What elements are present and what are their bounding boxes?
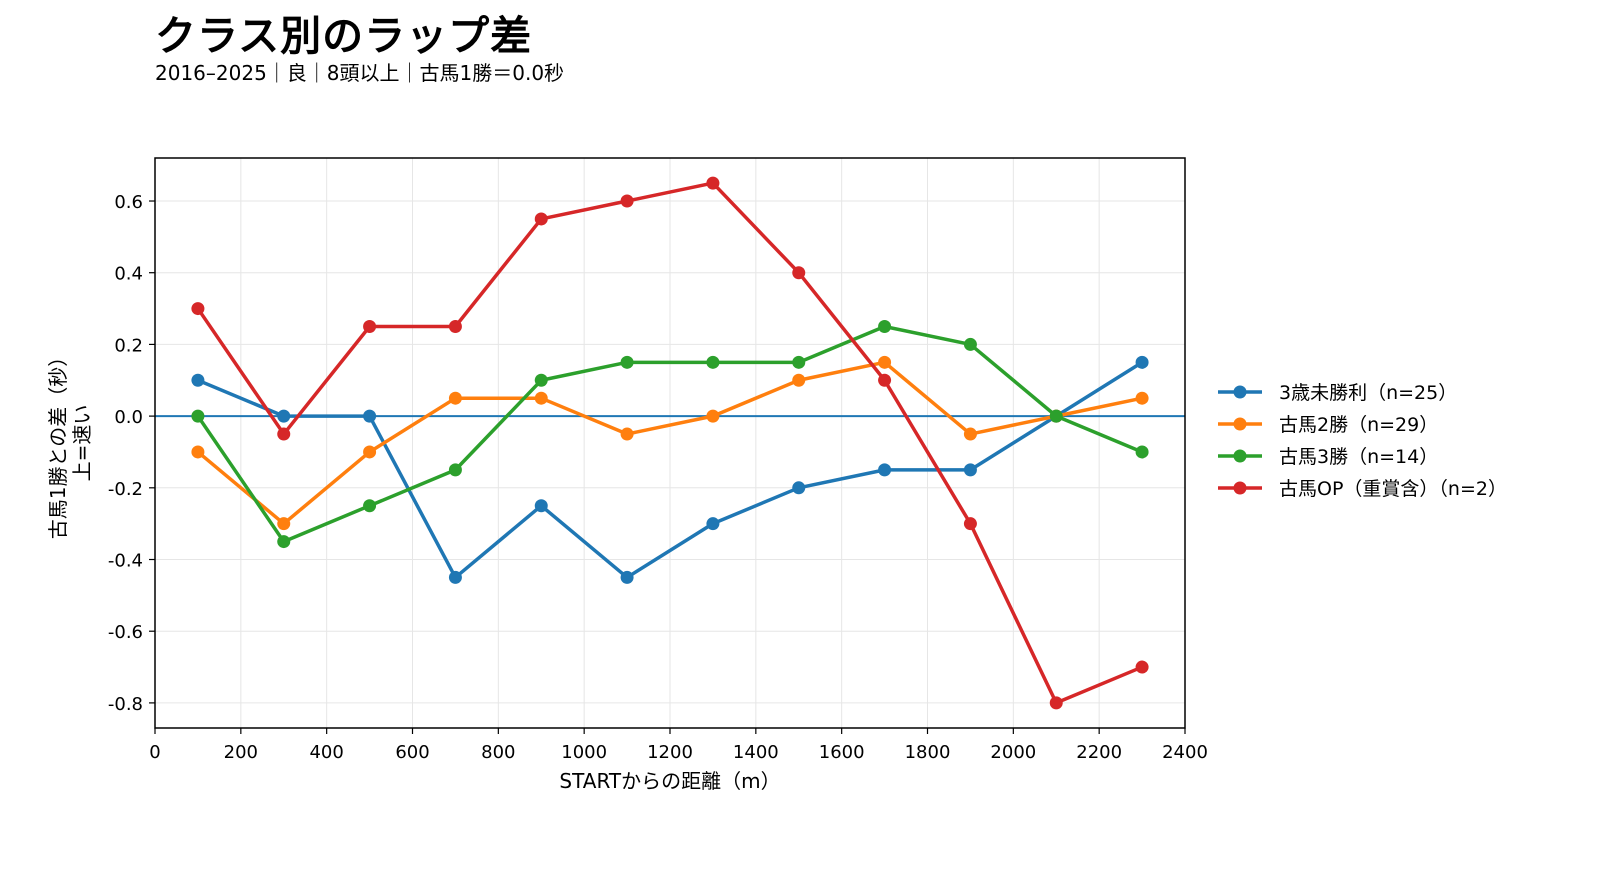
- data-point: [1135, 355, 1149, 369]
- legend-label: 古馬2勝（n=29）: [1279, 414, 1438, 436]
- data-point: [191, 373, 205, 387]
- x-tick-label: 800: [481, 742, 515, 763]
- data-point: [277, 427, 291, 441]
- x-tick-label: 1400: [733, 742, 779, 763]
- data-point: [191, 409, 205, 423]
- legend-item: 古馬3勝（n=14）: [1218, 446, 1438, 468]
- x-tick-label: 1600: [819, 742, 865, 763]
- data-point: [620, 355, 634, 369]
- y-tick-label: 0.2: [114, 335, 143, 356]
- y-tick-label: 0.0: [114, 407, 143, 428]
- data-point: [277, 517, 291, 531]
- data-point: [963, 517, 977, 531]
- x-tick-label: 1200: [647, 742, 693, 763]
- x-tick-label: 400: [309, 742, 343, 763]
- data-point: [1135, 445, 1149, 459]
- x-tick-label: 600: [395, 742, 429, 763]
- x-tick-label: 2000: [990, 742, 1036, 763]
- data-point: [620, 194, 634, 208]
- data-point: [448, 463, 462, 477]
- series-line: [196, 324, 1144, 544]
- y-tick-label: -0.8: [108, 694, 143, 715]
- data-point: [706, 176, 720, 190]
- data-point: [448, 319, 462, 333]
- legend-label: 3歳未勝利（n=25）: [1279, 382, 1457, 404]
- data-point: [277, 535, 291, 549]
- chart-title: クラス別のラップ差: [155, 12, 533, 60]
- series-group: [191, 176, 1149, 710]
- legend-label: 古馬3勝（n=14）: [1279, 446, 1438, 468]
- data-point: [363, 445, 377, 459]
- x-tick-label: 2200: [1076, 742, 1122, 763]
- legend-item: 古馬OP（重賞含）（n=2）: [1218, 478, 1507, 500]
- x-tick-label: 1000: [561, 742, 607, 763]
- legend-swatch-marker: [1233, 385, 1247, 399]
- data-point: [706, 409, 720, 423]
- legend-item: 古馬2勝（n=29）: [1218, 414, 1438, 436]
- y-tick-label: -0.6: [108, 622, 143, 643]
- data-point: [191, 445, 205, 459]
- data-point: [277, 409, 291, 423]
- legend-swatch-marker: [1233, 481, 1247, 495]
- data-point: [878, 355, 892, 369]
- data-point: [963, 337, 977, 351]
- data-point: [534, 212, 548, 226]
- x-tick-label: 200: [224, 742, 258, 763]
- series-4: [191, 176, 1149, 710]
- data-point: [448, 391, 462, 405]
- data-point: [1049, 696, 1063, 710]
- series-line: [196, 360, 1144, 526]
- series-line: [196, 181, 1144, 705]
- y-tick-label: -0.4: [108, 551, 143, 572]
- x-axis: 0 200 400 600 800 1000 1200 1400 1600 1800 2000 220…: [149, 728, 1208, 763]
- data-point: [963, 427, 977, 441]
- data-point: [792, 266, 806, 280]
- legend-swatch-marker: [1233, 417, 1247, 431]
- y-axis-label-note: 上=速い: [70, 405, 94, 482]
- y-tick-label: -0.2: [108, 479, 143, 500]
- series-3: [191, 319, 1149, 549]
- data-point: [792, 373, 806, 387]
- data-point: [534, 499, 548, 513]
- data-point: [878, 319, 892, 333]
- data-point: [534, 373, 548, 387]
- chart-subtitle: 2016–2025｜良｜8頭以上｜古馬1勝＝0.0秒: [155, 61, 565, 85]
- data-point: [878, 373, 892, 387]
- y-tick-label: 0.4: [114, 264, 143, 285]
- legend-label: 古馬OP（重賞含）（n=2）: [1279, 478, 1507, 500]
- data-point: [706, 517, 720, 531]
- data-point: [363, 499, 377, 513]
- y-tick-label: 0.6: [114, 192, 143, 213]
- legend-item: 3歳未勝利（n=25）: [1218, 382, 1457, 404]
- data-point: [1135, 391, 1149, 405]
- data-point: [363, 319, 377, 333]
- data-point: [191, 302, 205, 316]
- data-point: [706, 355, 720, 369]
- data-point: [448, 570, 462, 584]
- legend: 3歳未勝利（n=25） 古馬2勝（n=29） 古馬3勝（n=14） 古馬OP（重賞含）…: [1218, 382, 1507, 500]
- grid-lines: [154, 158, 1186, 728]
- data-point: [363, 409, 377, 423]
- data-point: [620, 427, 634, 441]
- x-axis-label: STARTからの距離（m）: [559, 769, 780, 793]
- data-point: [792, 355, 806, 369]
- x-tick-label: 2400: [1162, 742, 1208, 763]
- data-point: [620, 570, 634, 584]
- x-tick-label: 0: [149, 742, 160, 763]
- data-point: [1049, 409, 1063, 423]
- data-point: [878, 463, 892, 477]
- data-point: [792, 481, 806, 495]
- legend-swatch-marker: [1233, 449, 1247, 463]
- y-axis-label: 古馬1勝との差（秒）: [46, 347, 70, 540]
- data-point: [1135, 660, 1149, 674]
- data-point: [534, 391, 548, 405]
- data-point: [963, 463, 977, 477]
- x-tick-label: 1800: [905, 742, 951, 763]
- series-line: [196, 360, 1144, 580]
- y-axis: -0.8 -0.6 -0.4 -0.2 0.0 0.2 0.4 0.6: [108, 192, 155, 715]
